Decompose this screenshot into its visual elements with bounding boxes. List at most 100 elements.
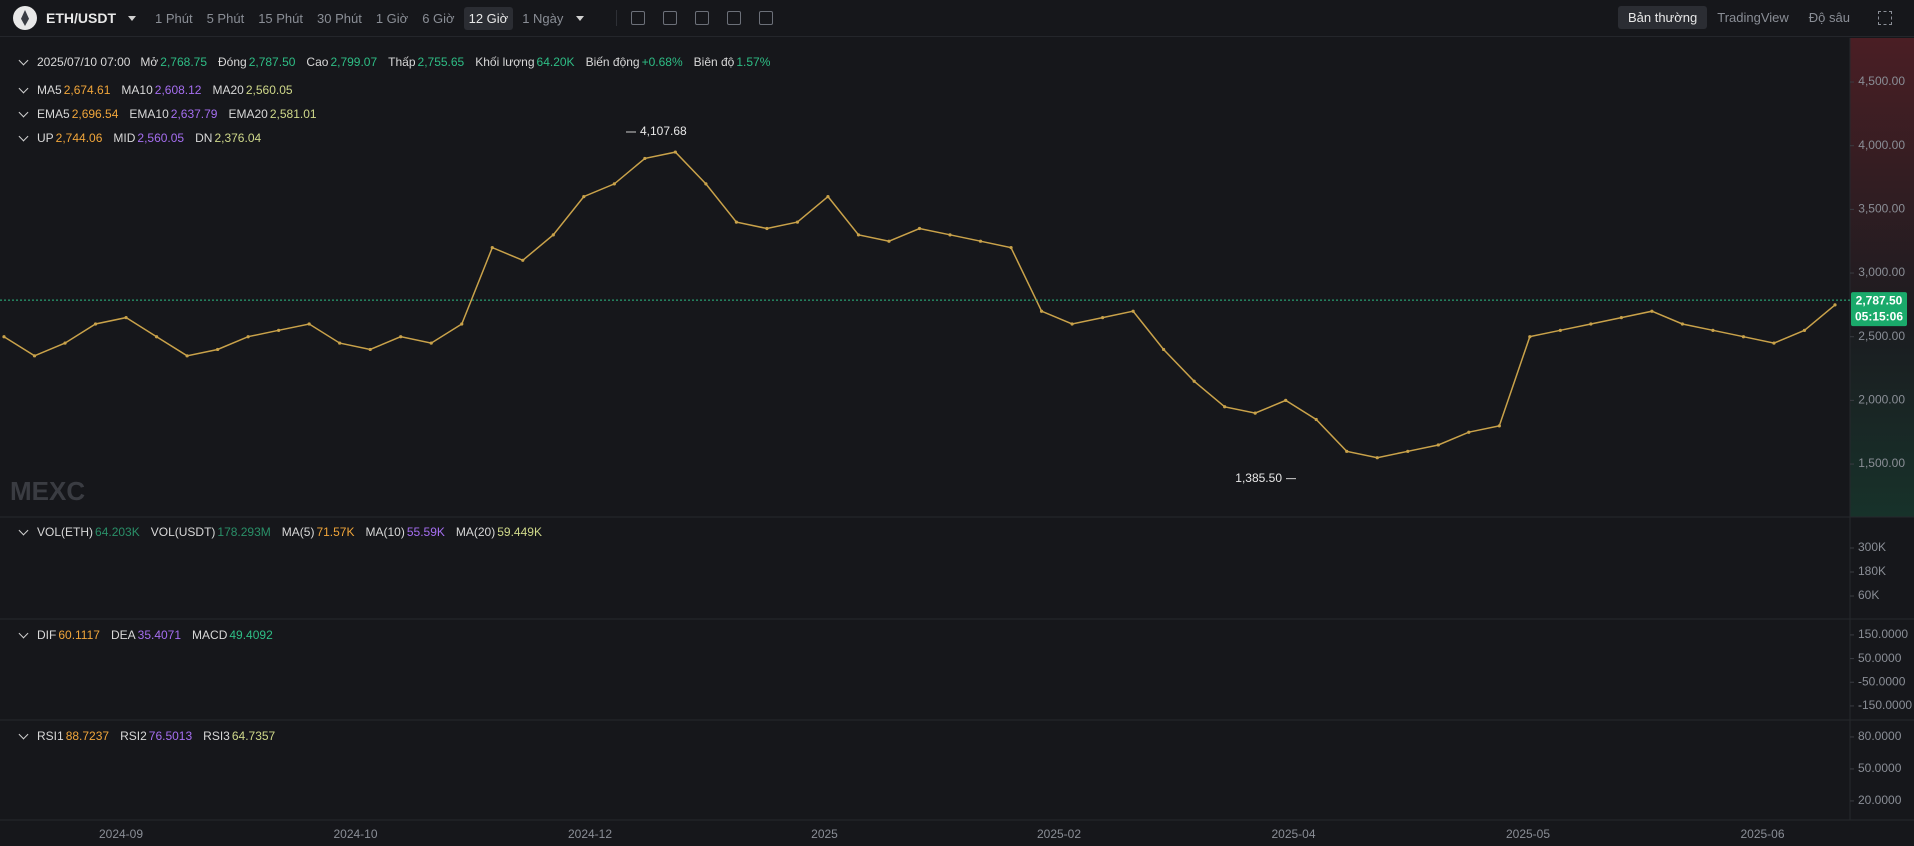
close-point xyxy=(612,182,616,186)
legend-value: 2,799.07 xyxy=(330,55,378,69)
legend-value: 55.59K xyxy=(406,525,445,539)
view-switch: Bản thường TradingView Độ sâu xyxy=(1617,6,1892,29)
close-point xyxy=(1162,347,1166,352)
close-point xyxy=(948,233,952,237)
interval-tab[interactable]: 30 Phút xyxy=(317,10,362,26)
legend-value: 2,696.54 xyxy=(71,107,119,121)
interval-tab[interactable]: 15 Phút xyxy=(258,10,304,26)
legend-label: MA5 xyxy=(37,83,62,97)
y-tick-label: 3,000.00 xyxy=(1858,265,1905,279)
legend-label: Cao xyxy=(306,55,329,69)
collapse-chevron[interactable] xyxy=(18,131,29,141)
legend-value: 2,560.05 xyxy=(137,131,185,145)
legend-value: 2,674.61 xyxy=(63,83,111,97)
legend-label: EMA10 xyxy=(129,107,169,121)
legend-row: MA5 2,674.61 MA10 2,608.12 MA20 2,560.05 xyxy=(18,82,304,98)
symbol-caret[interactable] xyxy=(128,15,136,21)
close-point xyxy=(2,335,6,339)
legend-label: MA(10) xyxy=(365,525,405,539)
view-tab[interactable]: Độ sâu xyxy=(1808,10,1850,25)
camera-icon[interactable] xyxy=(759,11,774,25)
x-tick-label: 2025-05 xyxy=(1506,827,1550,841)
close-point xyxy=(490,245,494,250)
collapse-chevron[interactable] xyxy=(18,729,29,739)
x-tick-label: 2025-02 xyxy=(1037,827,1081,841)
collapse-chevron[interactable] xyxy=(18,83,29,93)
close-point xyxy=(1375,456,1379,460)
y-tick-label: 150.0000 xyxy=(1858,627,1908,641)
legend-label: EMA20 xyxy=(228,107,268,121)
legend-label: Thấp xyxy=(388,55,416,69)
y-tick-label: 1,500.00 xyxy=(1858,456,1905,470)
close-point xyxy=(124,316,128,320)
legend-label: DIF xyxy=(37,628,57,642)
x-tick-label: 2025 xyxy=(811,827,838,841)
close-point xyxy=(1345,449,1349,453)
interval-tab[interactable]: 1 Ngày xyxy=(522,10,564,26)
fullscreen-icon[interactable] xyxy=(1878,10,1892,25)
collapse-chevron[interactable] xyxy=(18,628,29,638)
last-price-box xyxy=(1851,292,1907,327)
interval-tab[interactable]: 12 Giờ xyxy=(463,6,514,30)
view-tab[interactable]: TradingView xyxy=(1717,10,1789,25)
last-price-label: 2,787.50 xyxy=(1856,293,1903,307)
interval-tab[interactable]: 6 Giờ xyxy=(422,10,455,26)
close-point xyxy=(307,322,311,326)
close-point xyxy=(93,322,98,326)
symbol-logo xyxy=(13,6,37,30)
countdown-label: 05:15:06 xyxy=(1855,309,1903,323)
close-point xyxy=(1711,328,1715,332)
legend-value: 2,581.01 xyxy=(269,107,317,121)
view-tab[interactable]: Bản thường xyxy=(1617,6,1708,29)
close-point xyxy=(185,354,189,358)
close-point xyxy=(1101,316,1105,320)
symbol[interactable]: ETH/USDT xyxy=(46,10,116,26)
legend-label: MACD xyxy=(192,628,228,642)
collapse-chevron[interactable] xyxy=(18,55,29,65)
legend-label: MA10 xyxy=(121,83,153,97)
separator xyxy=(616,10,618,26)
y-tick-label: 180K xyxy=(1858,564,1886,578)
legend-value: 76.5013 xyxy=(148,729,193,743)
close-point xyxy=(1223,405,1227,409)
close-point xyxy=(887,239,891,243)
close-point xyxy=(978,239,983,243)
fx-icon[interactable] xyxy=(663,11,678,25)
layout-icon[interactable] xyxy=(727,11,742,25)
legend-label: Biến động xyxy=(585,55,640,69)
close-point xyxy=(338,341,342,345)
close-point xyxy=(216,347,220,352)
collapse-chevron[interactable] xyxy=(18,107,29,117)
legend-label: MID xyxy=(113,131,136,145)
close-point xyxy=(1741,335,1746,339)
legend-row: RSI1 88.7237 RSI2 76.5013 RSI3 64.7357 xyxy=(18,728,286,744)
collapse-chevron[interactable] xyxy=(18,525,29,535)
legend-label: DEA xyxy=(110,628,136,642)
interval-tab[interactable]: 1 Phút xyxy=(155,10,193,26)
y-tick-label: 4,000.00 xyxy=(1858,138,1905,152)
draw-icon[interactable] xyxy=(695,11,710,25)
close-point xyxy=(246,335,250,339)
close-point xyxy=(1284,398,1288,402)
legend-value: 60.1117 xyxy=(58,628,100,642)
interval-tab[interactable]: 5 Phút xyxy=(206,10,245,26)
legend-label: UP xyxy=(37,131,54,145)
close-point xyxy=(1253,411,1257,415)
watermark: MEXC xyxy=(10,476,85,506)
low-label: 1,385.50 xyxy=(1235,471,1282,485)
legend-value: 2,608.12 xyxy=(154,83,202,97)
legend-row: UP 2,744.06 MID 2,560.05 DN 2,376.04 xyxy=(18,130,272,146)
close-point xyxy=(582,195,586,199)
indicator-icon[interactable] xyxy=(631,11,646,25)
x-tick-label: 2024-09 xyxy=(99,827,143,841)
close-point xyxy=(1497,424,1501,428)
close-point xyxy=(856,233,861,237)
legend-value: 2,637.79 xyxy=(170,107,218,121)
legend-value: 64.7357 xyxy=(231,729,276,743)
legend-value: 2,744.06 xyxy=(55,131,103,145)
legend-row: 2025/07/10 07:00 Mở 2,768.75 Đóng 2,787.50 Ca… xyxy=(18,54,781,70)
interval-caret[interactable] xyxy=(576,15,585,21)
close-point xyxy=(1039,309,1044,313)
interval-tab[interactable]: 1 Giờ xyxy=(375,10,409,26)
